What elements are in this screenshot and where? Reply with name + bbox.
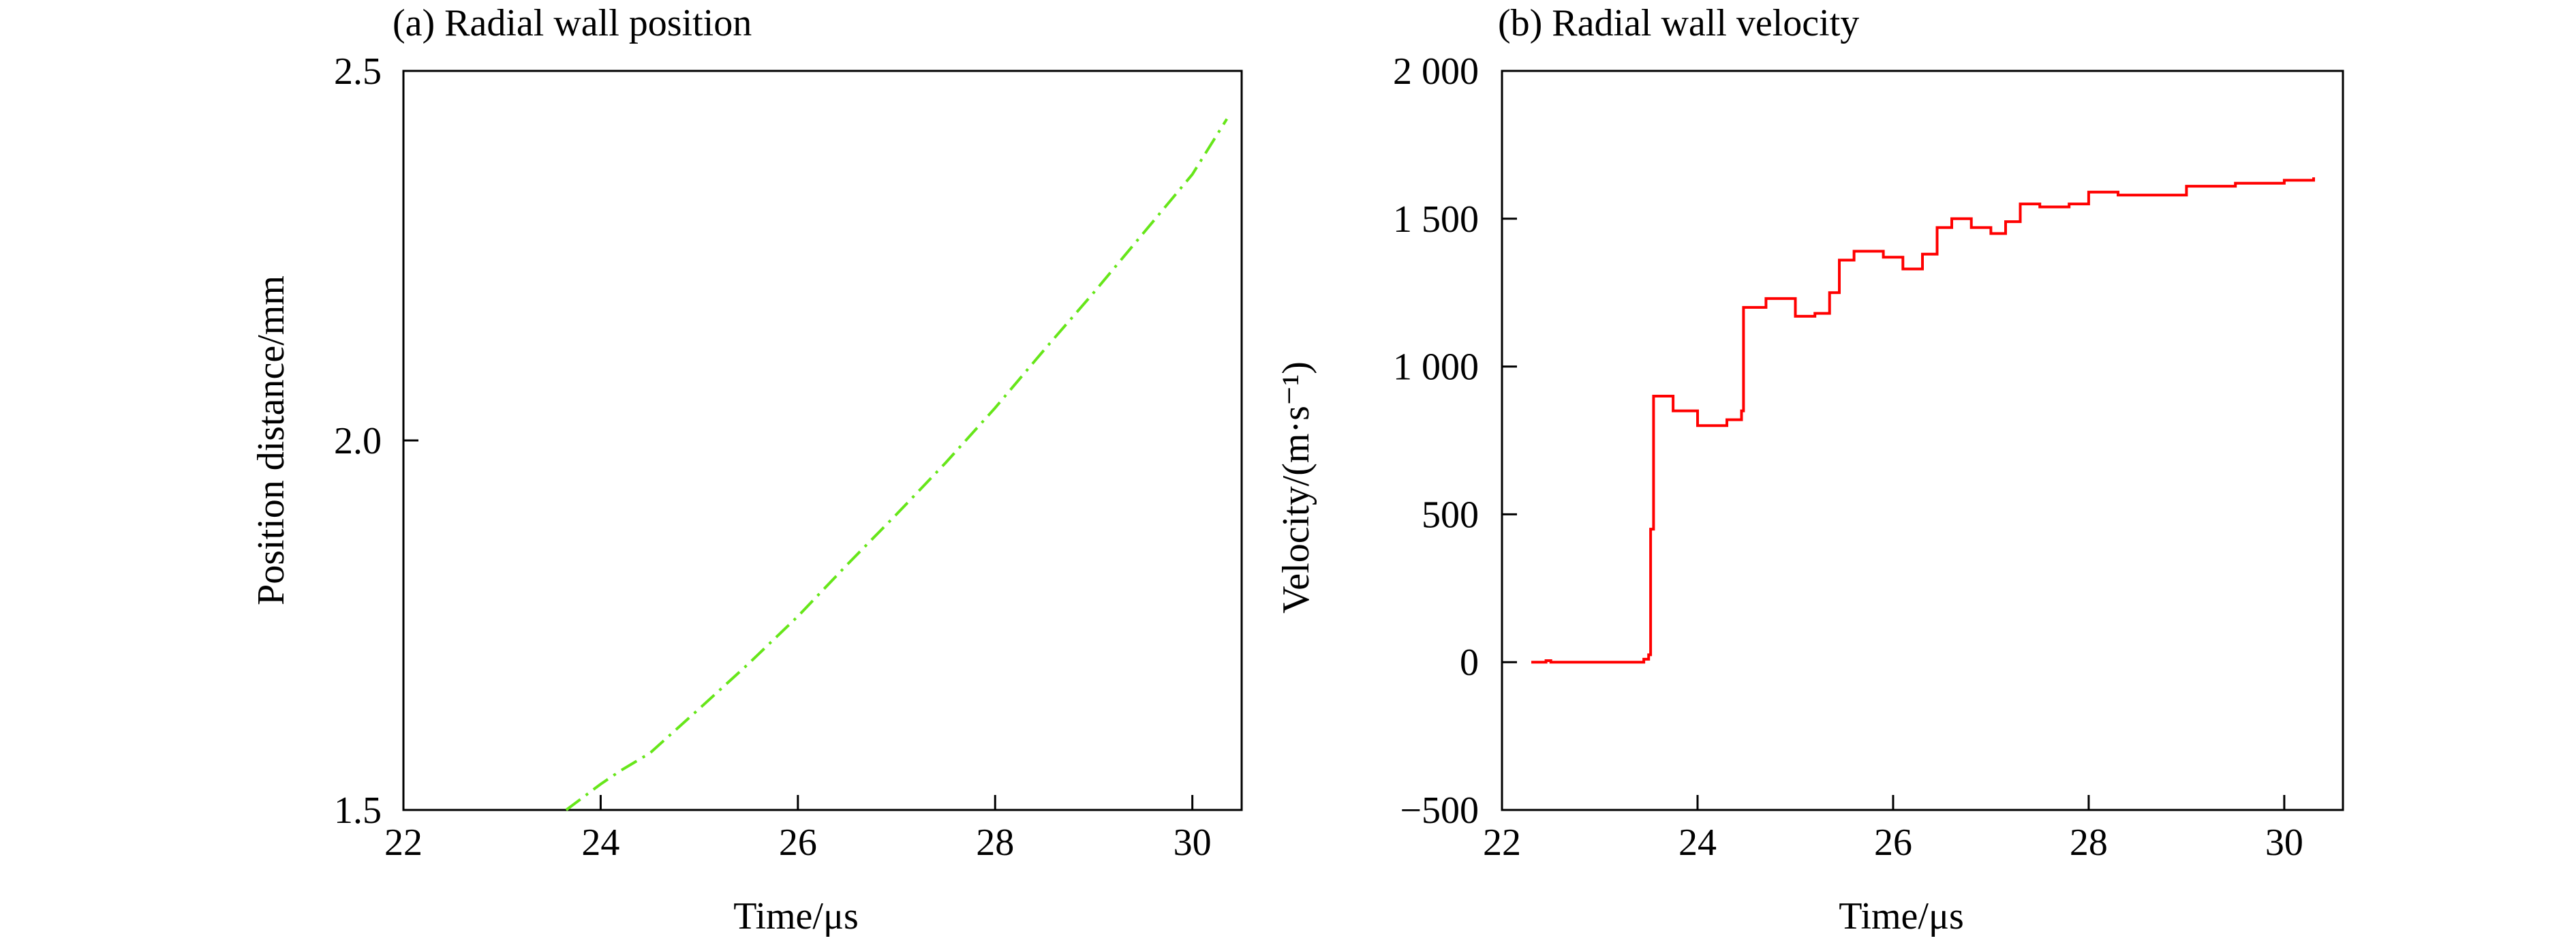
chart-a-position: (a) Radial wall position 22 24 26 28 30 1.5 2.… xyxy=(250,2,1243,937)
chart-b-series-line xyxy=(1531,177,2315,664)
chart-a-series-line xyxy=(565,118,1228,811)
chart-b-ticks: 22 24 26 28 30 −500 0 500 1 000 1 500 2 000 xyxy=(1393,50,2303,864)
chart-b-x-tick-label: 28 xyxy=(2070,822,2108,864)
chart-b-y-tick-label: 1 000 xyxy=(1393,346,1479,389)
chart-a-ticks: 22 24 26 28 30 1.5 2.0 2.5 xyxy=(334,50,1212,864)
chart-a-plot-frame xyxy=(402,70,1243,811)
chart-b-title: (b) Radial wall velocity xyxy=(1498,2,1859,44)
chart-a-y-tick-label: 2.5 xyxy=(334,50,382,93)
chart-b-y-tick-label: −500 xyxy=(1400,790,1479,832)
chart-b-x-tick-label: 26 xyxy=(1874,822,1912,864)
chart-a-x-tick-label: 26 xyxy=(779,822,817,864)
chart-a-x-tick-label: 22 xyxy=(384,822,423,864)
chart-b-x-axis-label: Time/μs xyxy=(1839,895,1964,937)
chart-a-x-tick-label: 30 xyxy=(1174,822,1212,864)
chart-a-x-axis-label: Time/μs xyxy=(733,895,859,937)
chart-a-x-tick-label: 24 xyxy=(581,822,619,864)
chart-b-y-tick-label: 1 500 xyxy=(1393,198,1479,241)
chart-b-y-tick-label: 500 xyxy=(1422,494,1479,536)
chart-b-x-tick-label: 30 xyxy=(2265,822,2303,864)
chart-a-title: (a) Radial wall position xyxy=(393,2,752,44)
chart-a-y-axis-label: Position distance/mm xyxy=(250,275,292,605)
chart-b-plot-frame xyxy=(1501,70,2344,811)
chart-b-velocity: (b) Radial wall velocity 22 24 26 28 30 −500 0… xyxy=(1275,2,2344,937)
chart-b-y-tick-label: 2 000 xyxy=(1393,50,1479,93)
chart-b-y-tick-label: 0 xyxy=(1460,642,1479,684)
chart-b-y-axis-label: Velocity/(m·s⁻¹) xyxy=(1275,361,1317,614)
chart-a-x-tick-label: 28 xyxy=(976,822,1014,864)
chart-a-y-tick-label: 2.0 xyxy=(334,420,382,462)
chart-b-x-tick-label: 22 xyxy=(1483,822,1521,864)
chart-a-y-tick-label: 1.5 xyxy=(334,790,382,832)
chart-b-x-tick-label: 24 xyxy=(1678,822,1717,864)
